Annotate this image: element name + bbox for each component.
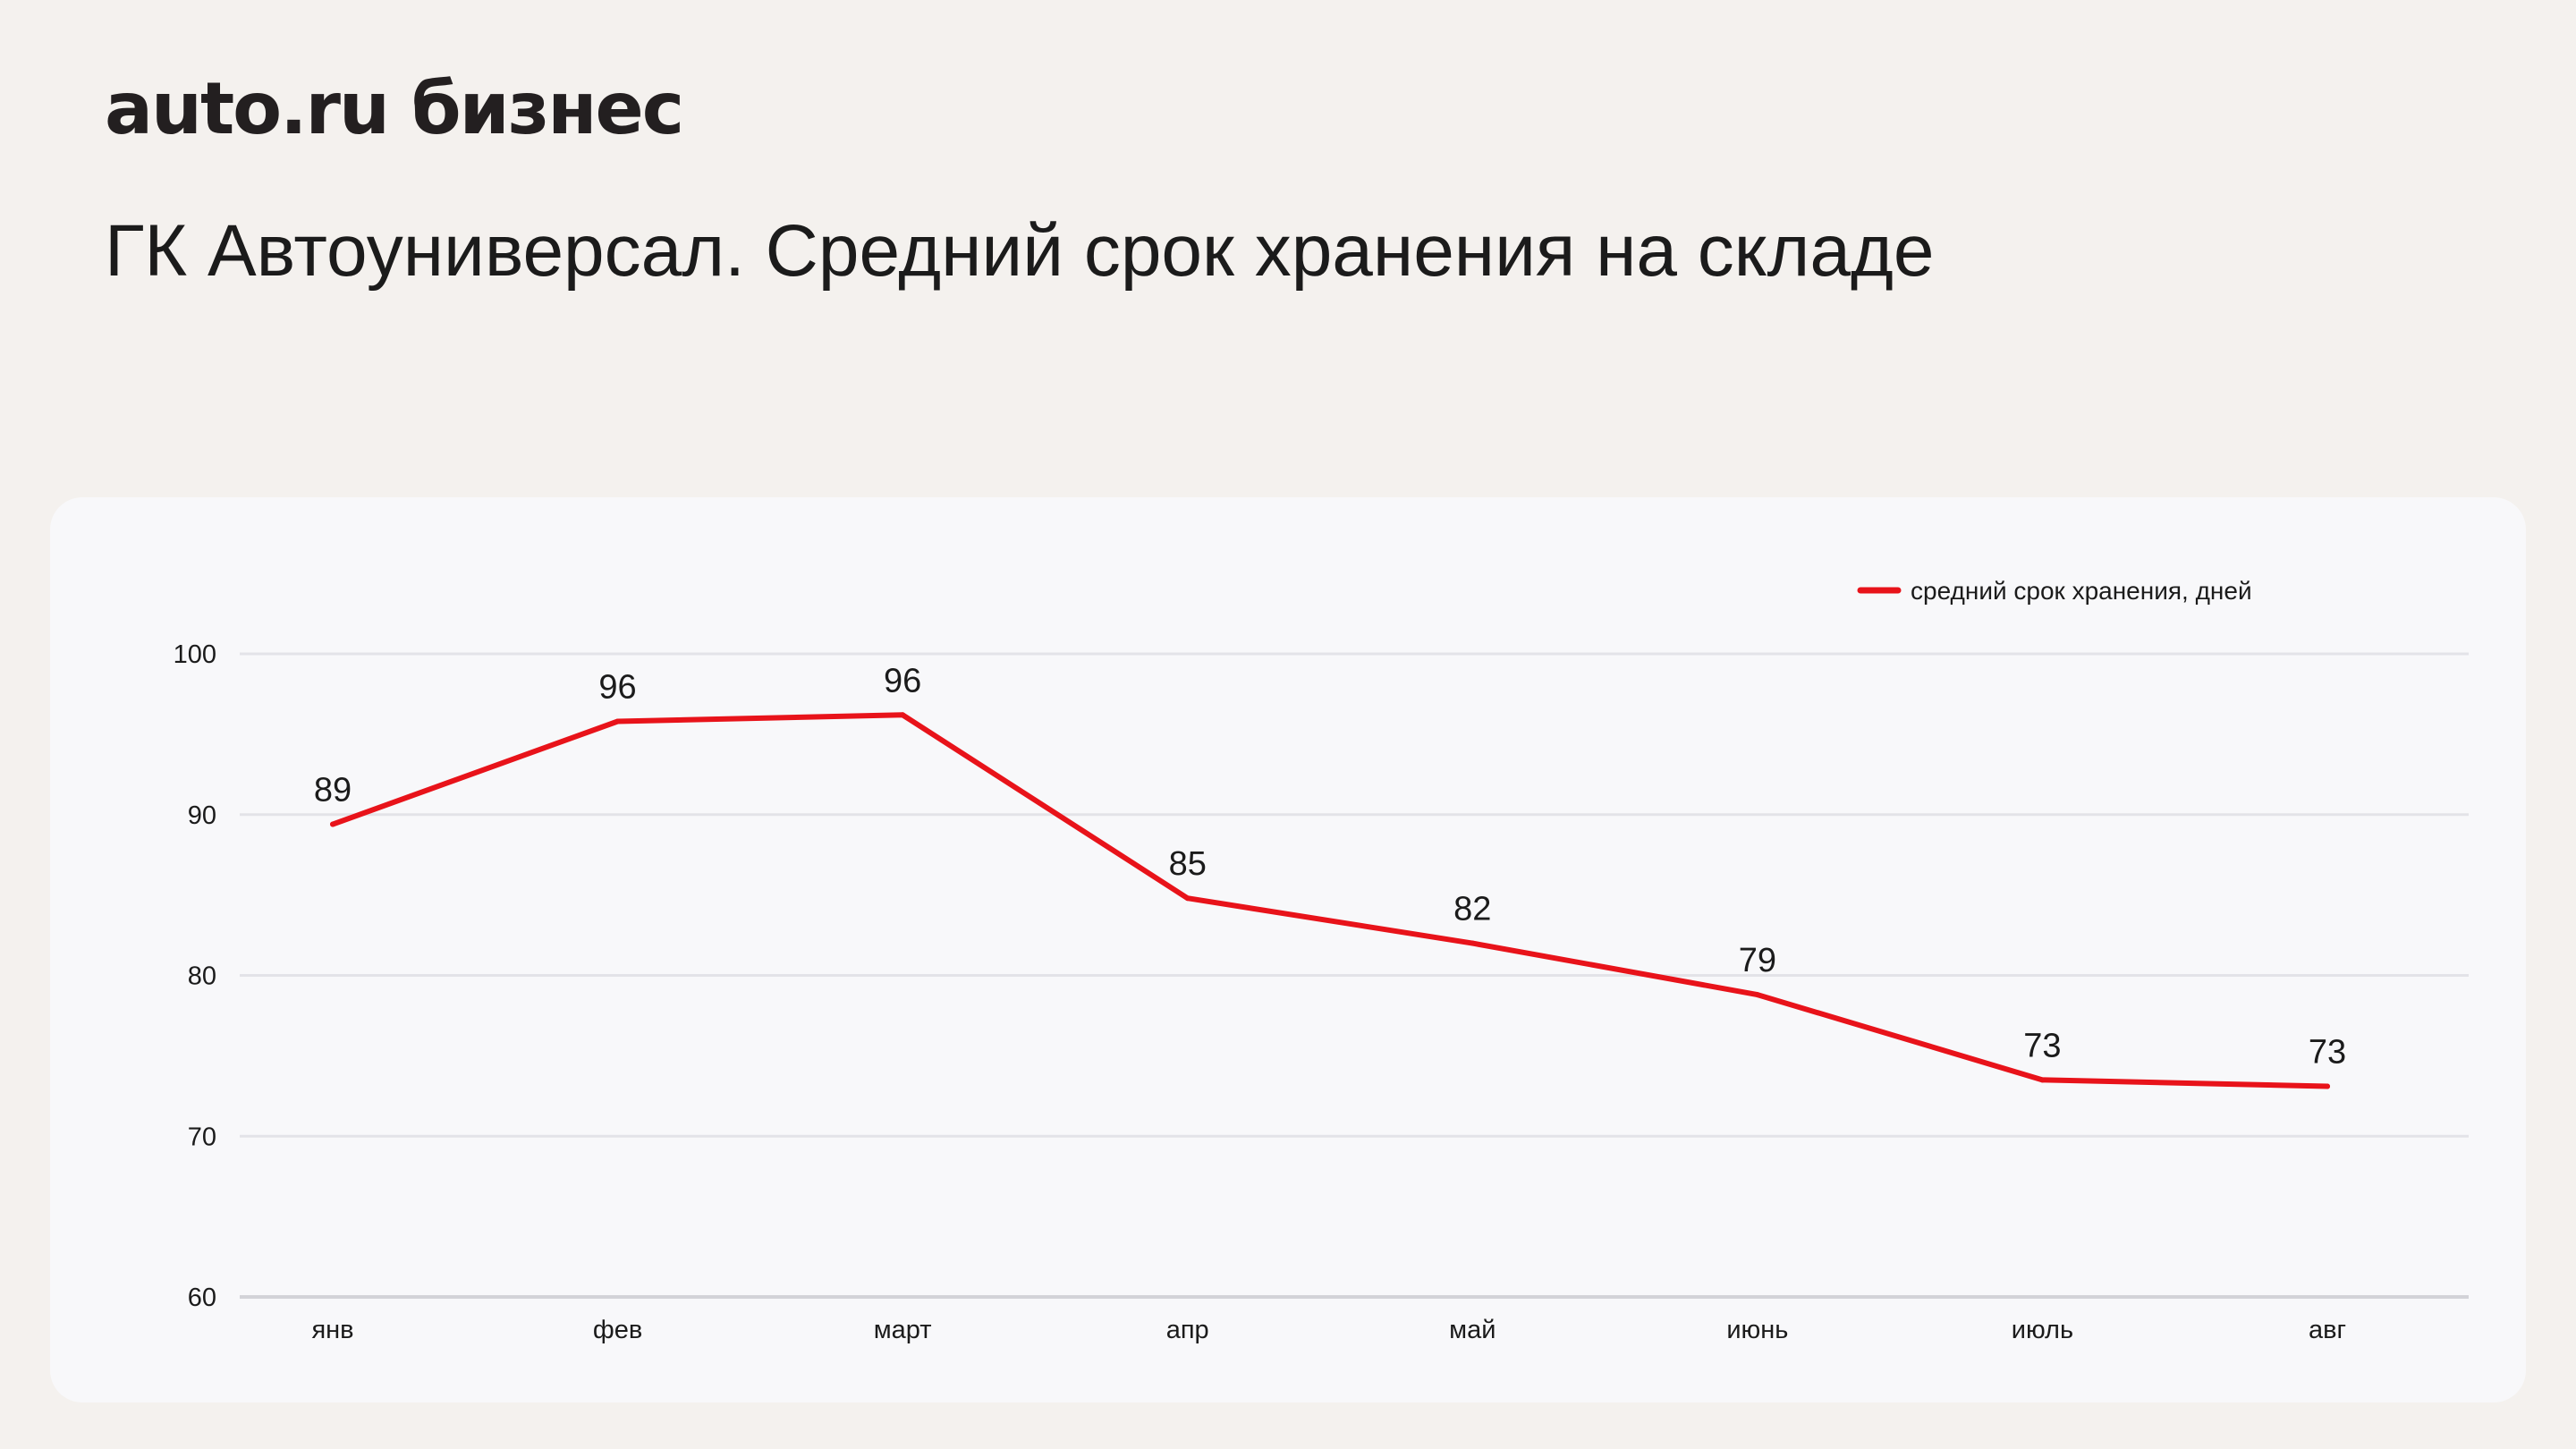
data-point — [2325, 1083, 2330, 1089]
x-tick-label: март — [874, 1316, 932, 1344]
chart-card: 60 70 80 90 100 янв фев март апр май июнь июль авг … — [50, 497, 2526, 1402]
y-tick-label: 60 — [188, 1284, 216, 1312]
series-layer — [330, 712, 2330, 1089]
data-label: 85 — [1169, 845, 1207, 883]
x-tick-label: июль — [2012, 1316, 2073, 1344]
legend: средний срок хранения, дней — [1857, 577, 2252, 605]
data-point — [330, 821, 335, 827]
data-label: 89 — [314, 772, 352, 809]
x-tick-label: апр — [1166, 1316, 1209, 1344]
data-label: 73 — [2023, 1027, 2061, 1064]
data-point — [614, 718, 621, 724]
x-tick-label: июнь — [1726, 1316, 1788, 1344]
y-tick-label: 70 — [188, 1123, 216, 1151]
data-point — [2039, 1077, 2046, 1083]
y-tick-label: 100 — [174, 640, 216, 669]
brand-logo: auto.ru бизнес — [105, 67, 684, 150]
y-axis-ticks: 60 70 80 90 100 — [174, 640, 216, 1312]
x-tick-label: янв — [311, 1316, 353, 1344]
data-point — [1184, 895, 1191, 902]
data-point — [1470, 940, 1476, 946]
x-axis-ticks: янв фев март апр май июнь июль авг — [311, 1316, 2346, 1344]
page-title: ГК Автоуниверсал. Средний срок хранения … — [105, 210, 1935, 292]
series-line — [330, 712, 2330, 1089]
x-tick-label: авг — [2309, 1316, 2346, 1344]
gridlines — [240, 652, 2469, 1299]
data-label: 73 — [2309, 1034, 2346, 1072]
x-tick-label: май — [1449, 1316, 1496, 1344]
data-labels: 89 96 96 85 82 79 73 73 — [314, 662, 2346, 1071]
data-label: 79 — [1739, 942, 1776, 979]
data-point — [900, 712, 906, 718]
y-tick-label: 80 — [188, 962, 216, 991]
data-point — [1754, 992, 1760, 998]
x-tick-label: фев — [593, 1316, 642, 1344]
data-label: 96 — [884, 662, 921, 699]
data-label: 96 — [598, 668, 636, 706]
legend-label: средний срок хранения, дней — [1911, 577, 2252, 605]
y-tick-label: 90 — [188, 801, 216, 830]
data-label: 82 — [1453, 891, 1491, 928]
